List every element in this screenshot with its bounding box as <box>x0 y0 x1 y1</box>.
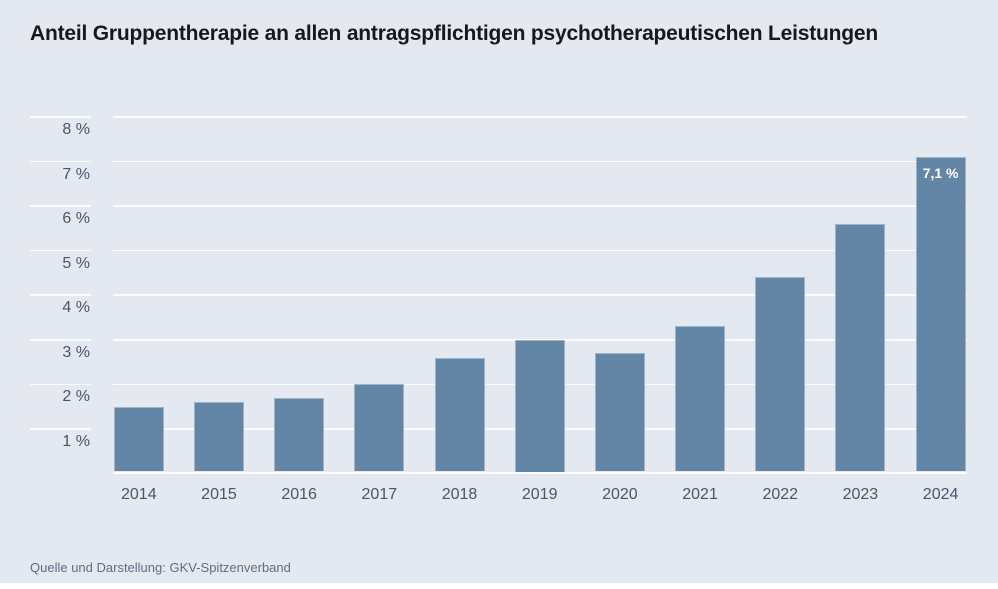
gridline-segment-left-3 <box>30 339 91 341</box>
bottom-whitespace-strip <box>0 583 998 589</box>
y-tick-label-6: 6 % <box>62 210 90 228</box>
x-tick-label-2014: 2014 <box>121 486 157 503</box>
x-axis-line <box>113 471 967 474</box>
y-tick-label-5: 5 % <box>62 254 90 272</box>
y-tick-label-2: 2 % <box>62 388 90 406</box>
gridline-7 <box>113 160 967 163</box>
x-tick-label-2017: 2017 <box>361 486 398 503</box>
gridline-segment-left-4 <box>30 294 91 296</box>
gridline-segment-left-1 <box>30 428 91 430</box>
bar-2020 <box>594 353 645 472</box>
x-tick-label-2018: 2018 <box>441 486 478 503</box>
bar-2019 <box>514 339 565 472</box>
bar-2014 <box>113 406 164 472</box>
x-tick-label-2024: 2024 <box>922 486 959 503</box>
y-tick-label-1: 1 % <box>62 432 90 450</box>
x-tick-label-2015: 2015 <box>201 486 237 503</box>
gridline-8 <box>113 116 967 118</box>
bar-2015 <box>193 402 244 472</box>
gridline-segment-left-6 <box>30 205 91 207</box>
chart-title: Anteil Gruppentherapie an allen antragsp… <box>30 22 879 45</box>
gridline-5 <box>113 249 967 252</box>
bar-value-label-2024: 7,1 % <box>922 165 959 182</box>
bar-2023 <box>835 223 886 472</box>
x-tick-label-2022: 2022 <box>762 486 799 503</box>
y-tick-label-4: 4 % <box>62 299 90 317</box>
x-tick-label-2023: 2023 <box>842 486 879 503</box>
bar-2022 <box>755 277 806 472</box>
y-tick-label-7: 7 % <box>62 165 90 183</box>
x-tick-label-2019: 2019 <box>521 486 558 503</box>
bar-2018 <box>434 357 485 472</box>
y-tick-label-8: 8 % <box>62 121 90 138</box>
gridline-6 <box>113 205 967 207</box>
source-note: Quelle und Darstellung: GKV-Spitzenverba… <box>30 560 291 575</box>
bar-2021 <box>675 326 726 472</box>
y-tick-label-3: 3 % <box>62 343 90 361</box>
x-tick-label-2020: 2020 <box>602 486 638 503</box>
gridline-segment-left-7 <box>30 160 91 163</box>
gridline-4 <box>113 294 967 296</box>
gridline-segment-left-2 <box>30 383 91 386</box>
x-tick-label-2021: 2021 <box>682 486 718 503</box>
bar-2024 <box>915 157 966 472</box>
bar-2016 <box>274 397 325 472</box>
x-tick-label-2016: 2016 <box>281 486 317 503</box>
gridline-segment-left-8 <box>30 116 91 118</box>
bar-2017 <box>354 384 405 472</box>
gridline-segment-left-5 <box>30 249 91 252</box>
